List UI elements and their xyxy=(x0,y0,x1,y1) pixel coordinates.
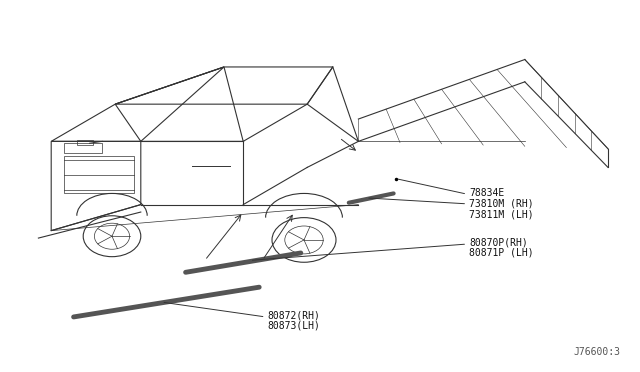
Text: 78834E: 78834E xyxy=(469,189,504,198)
Text: J76600:3: J76600:3 xyxy=(574,347,621,357)
Bar xyxy=(77,140,93,145)
Bar xyxy=(64,156,134,193)
Text: 80871P (LH): 80871P (LH) xyxy=(469,248,534,258)
Text: 80872(RH): 80872(RH) xyxy=(268,311,321,320)
Text: 73810M (RH): 73810M (RH) xyxy=(469,199,534,209)
Text: 73811M (LH): 73811M (LH) xyxy=(469,209,534,219)
Text: 80870P(RH): 80870P(RH) xyxy=(469,238,528,247)
Bar xyxy=(64,143,102,153)
Text: 80873(LH): 80873(LH) xyxy=(268,321,321,331)
